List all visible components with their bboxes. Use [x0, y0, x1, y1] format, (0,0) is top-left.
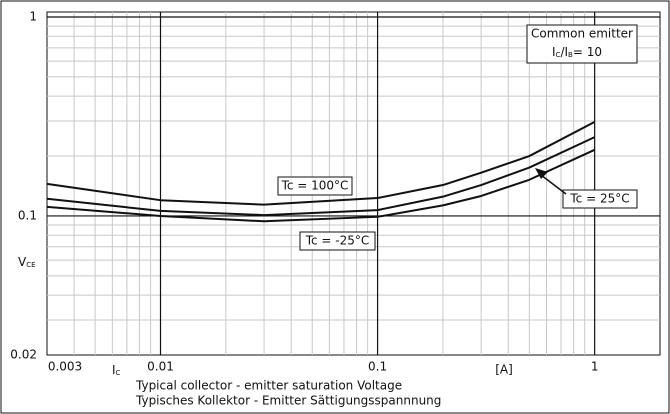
x-tick-label: 0.01 — [147, 360, 174, 374]
label-text: V — [18, 255, 27, 269]
y-axis-label: VCE — [18, 255, 36, 270]
series-line — [46, 136, 596, 217]
series-label: Tc = 25°C — [569, 192, 629, 206]
caption: Typical collector - emitter saturation V… — [135, 379, 402, 393]
caption: Typisches Kollektor - Emitter Sättigungs… — [135, 394, 441, 408]
plot-area — [46, 11, 661, 356]
x-tick-label: 1 — [591, 360, 599, 374]
subscript: C — [116, 369, 121, 377]
arrow-head — [535, 168, 548, 179]
x-tick-label: 0.003 — [48, 360, 82, 374]
x-unit: [A] — [495, 363, 513, 377]
legend-title: Common emitter — [531, 27, 633, 41]
y-tick-label: 1 — [29, 10, 37, 24]
series-label: Tc = 100°C — [281, 179, 349, 193]
subscript: CE — [26, 261, 35, 269]
subscript: C — [556, 51, 561, 59]
x-axis-label: IC — [112, 363, 121, 378]
pointer-arrow — [540, 174, 567, 195]
label-box — [562, 189, 638, 209]
y-tick-label: 0.1 — [18, 208, 37, 222]
series-label: Tc = -25°C — [305, 234, 370, 248]
subscript: B — [568, 51, 573, 59]
x-tick-label: 0.1 — [368, 360, 387, 374]
legend-box — [526, 24, 638, 64]
label-text: = 10 — [573, 45, 602, 59]
series-line — [46, 121, 596, 206]
label-box — [277, 176, 353, 196]
legend-ratio: IC/IB= 10 — [552, 45, 602, 60]
label-text: I — [112, 363, 116, 377]
series-line — [46, 148, 596, 223]
label-text: /I — [560, 45, 568, 59]
y-tick-label: 0.02 — [10, 348, 37, 362]
label-box — [299, 231, 376, 251]
label-text: I — [552, 45, 556, 59]
